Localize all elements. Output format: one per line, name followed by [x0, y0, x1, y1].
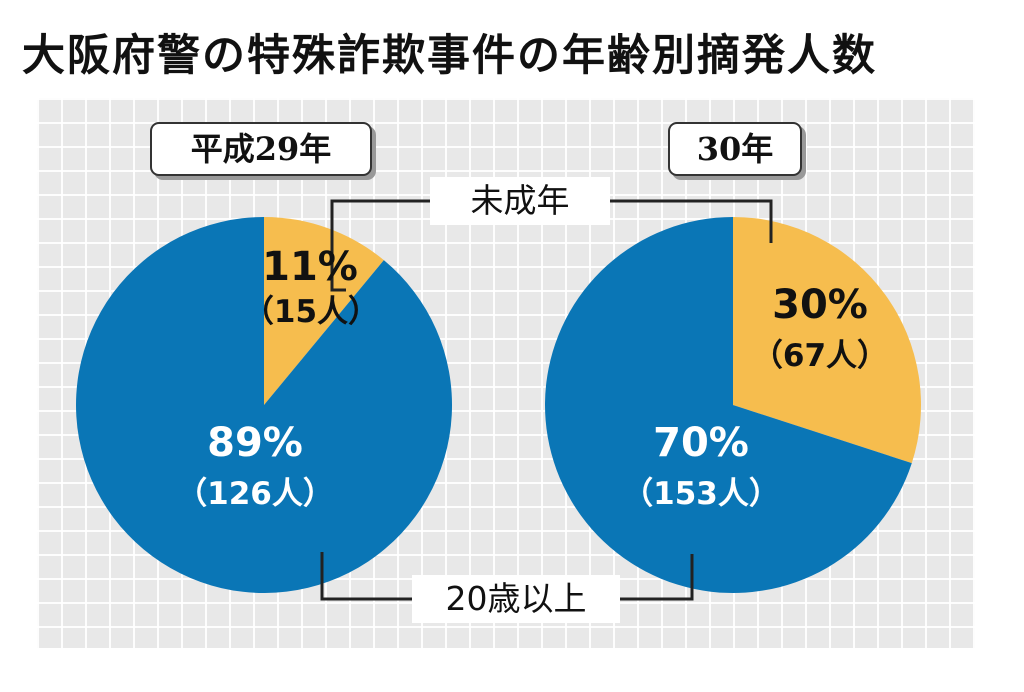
pie-title-left: 平成29年: [150, 122, 372, 176]
left-adult-count-label: （126人）: [176, 476, 334, 512]
minor-callout: 未成年: [430, 177, 610, 225]
left-pie-slice-minor: [264, 217, 384, 405]
left-adult-percent-label: 89%: [207, 420, 303, 466]
right-minor-percent-label: 30%: [772, 282, 868, 328]
right-adult-count-label: （153人）: [622, 476, 780, 512]
left-minor-count-label: （15人）: [242, 294, 380, 330]
adult-leader-line-right: [620, 554, 694, 601]
adult-callout: 20歳以上: [412, 575, 620, 623]
right-pie-slice-adult: [545, 217, 912, 593]
adult-leader-line: [320, 552, 412, 601]
left-pie-slice-adult: [76, 217, 453, 593]
pie-title-right: 30年: [668, 122, 802, 176]
right-pie-slice-minor: [733, 217, 922, 464]
minor-leader-line-right: [610, 199, 773, 243]
minor-leader-line: [330, 199, 430, 292]
left-minor-percent-label: 11%: [262, 244, 358, 290]
right-adult-percent-label: 70%: [653, 420, 749, 466]
right-minor-count-label: （67人）: [751, 338, 889, 374]
chart-title: 大阪府警の特殊詐欺事件の年齢別摘発人数: [22, 31, 877, 81]
